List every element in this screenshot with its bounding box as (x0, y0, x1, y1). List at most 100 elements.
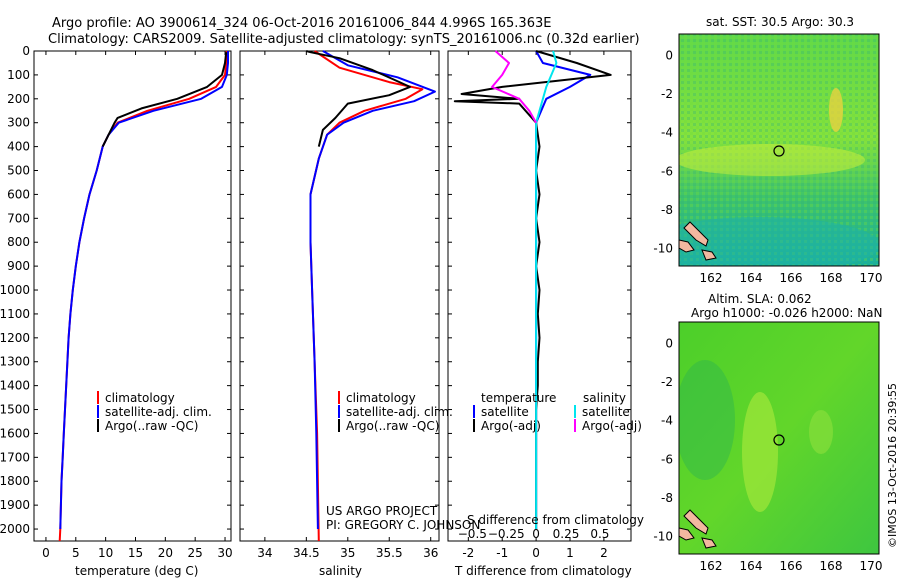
depth-tick-label: 800 (7, 235, 30, 249)
temperature-plot-frame (33, 50, 232, 542)
depth-tick-label: 1000 (0, 283, 30, 297)
copyright-vertical: ©IMOS 13-Oct-2016 20:39:55 (886, 383, 899, 548)
depth-tick-label: 400 (7, 140, 30, 154)
t-difference-axis-label: T difference from climatology (454, 564, 632, 578)
temperature-legend: climatology satellite-adj. clim. Argo(..… (97, 391, 212, 433)
legend-climatology-label: climatology (105, 391, 175, 405)
depth-tick-label: 1900 (0, 498, 30, 512)
x-tick-label: 36 (423, 546, 438, 560)
map-y-tick-label: -4 (661, 414, 673, 428)
s-tick-label: 0.25 (553, 527, 580, 541)
sst-argo-marker (773, 145, 785, 157)
series-line-argo-adj (491, 50, 537, 124)
x-tick-label: 25 (188, 546, 203, 560)
s-tick-label: 0 (532, 527, 540, 541)
island-shape (679, 239, 695, 253)
legend-temperature-title: temperature (481, 391, 556, 405)
depth-tick-label: 2000 (0, 522, 30, 536)
series-line-satellite-adj-clim (59, 51, 229, 530)
island-shape (683, 221, 709, 247)
map-x-tick-label: 170 (860, 559, 883, 573)
depth-tick-label: 1500 (0, 403, 30, 417)
salinity-axis-label: salinity (319, 564, 362, 578)
sst-hot-spot (829, 88, 843, 132)
map-x-tick-label: 164 (740, 271, 763, 285)
x-tick-label: 35 (340, 546, 355, 560)
sla-high-region (809, 410, 833, 454)
legend-climatology-label: climatology (346, 391, 416, 405)
map-x-tick-label: 168 (820, 271, 843, 285)
temperature-axis-label: temperature (deg C) (75, 564, 198, 578)
header-line2: Climatology: CARS2009. Satellite-adjuste… (48, 32, 640, 47)
depth-tick-label: 1600 (0, 426, 30, 440)
legend-argo-label: Argo(..raw -QC) (346, 419, 439, 433)
legend-satellite-label: satellite-adj. clim. (346, 405, 453, 419)
sst-map-title: sat. SST: 30.5 Argo: 30.3 (706, 15, 854, 29)
depth-tick-label: 1700 (0, 450, 30, 464)
depth-tick-label: 1800 (0, 474, 30, 488)
depth-tick-label: 1100 (0, 307, 30, 321)
map-y-tick-label: -10 (653, 242, 673, 256)
project-line1: US ARGO PROJECT (326, 504, 438, 518)
map-y-tick-label: -6 (661, 164, 673, 178)
series-line-satellite (535, 50, 558, 529)
map-y-tick-label: -6 (661, 452, 673, 466)
depth-tick-label: 1200 (0, 331, 30, 345)
x-tick-label: 15 (128, 546, 143, 560)
island-shape (679, 527, 695, 541)
s-difference-axis-label: S difference from climatology (467, 513, 644, 527)
series-line-argo-raw-qc (306, 50, 411, 147)
difference-legend: temperature salinity satellite Argo(-adj… (473, 391, 642, 433)
depth-tick-label: 200 (7, 92, 30, 106)
map-x-tick-label: 162 (700, 559, 723, 573)
axes-layer: 0 5 10 15 20 25 300100200300400500600700800900… (0, 44, 882, 573)
header-line1: Argo profile: AO 3900614_324 06-Oct-2016… (52, 16, 551, 31)
x-tick-label: 10 (98, 546, 113, 560)
map-y-tick-label: 0 (665, 48, 673, 62)
depth-tick-label: 1300 (0, 355, 30, 369)
depth-tick-label: 0 (22, 44, 30, 58)
sla-map-title-line2: Argo h1000: -0.026 h2000: NaN (691, 306, 883, 320)
x-tick-label: 2 (600, 546, 608, 560)
legend-t-argo-label: Argo(-adj) (481, 419, 541, 433)
project-line2: PI: GREGORY C. JOHNSON (326, 518, 480, 532)
sst-warm-band (679, 144, 865, 176)
x-tick-label: 0 (42, 546, 50, 560)
map-x-tick-label: 162 (700, 271, 723, 285)
sla-map-title-line1: Altim. SLA: 0.062 (708, 292, 812, 306)
sla-map-frame (678, 321, 880, 555)
s-tick-label: −0.25 (488, 527, 525, 541)
depth-tick-label: 900 (7, 259, 30, 273)
sla-argo-marker (773, 434, 785, 446)
map-y-tick-label: -8 (661, 203, 673, 217)
s-tick-label: −0.5 (458, 527, 487, 541)
map-y-tick-label: -2 (661, 375, 673, 389)
sla-high-region (742, 392, 778, 512)
x-tick-label: -1 (496, 546, 508, 560)
legend-argo-label: Argo(..raw -QC) (105, 419, 198, 433)
map-y-tick-label: -8 (661, 491, 673, 505)
island-shape (701, 249, 717, 261)
legend-salinity-title: salinity (583, 391, 626, 405)
depth-tick-label: 1400 (0, 379, 30, 393)
x-tick-label: -2 (462, 546, 474, 560)
x-tick-label: 0 (532, 546, 540, 560)
legend-t-satellite-label: satellite (481, 405, 529, 419)
depth-tick-label: 100 (7, 68, 30, 82)
sst-cool-region (679, 217, 879, 266)
x-tick-label: 5 (72, 546, 80, 560)
island-shape (701, 537, 717, 549)
x-tick-label: 20 (158, 546, 173, 560)
x-tick-label: 34.5 (293, 546, 320, 560)
map-y-tick-label: -2 (661, 87, 673, 101)
sla-map (679, 322, 879, 554)
map-x-tick-label: 168 (820, 559, 843, 573)
series-line-argo-raw-qc (101, 52, 228, 148)
map-y-tick-label: -4 (661, 126, 673, 140)
lines-layer (58, 50, 612, 542)
x-tick-label: 34 (257, 546, 272, 560)
series-line-satellite-adj-clim (309, 50, 436, 530)
depth-tick-label: 500 (7, 164, 30, 178)
legend-s-satellite-label: satellite (582, 405, 630, 419)
map-y-tick-label: -10 (653, 530, 673, 544)
